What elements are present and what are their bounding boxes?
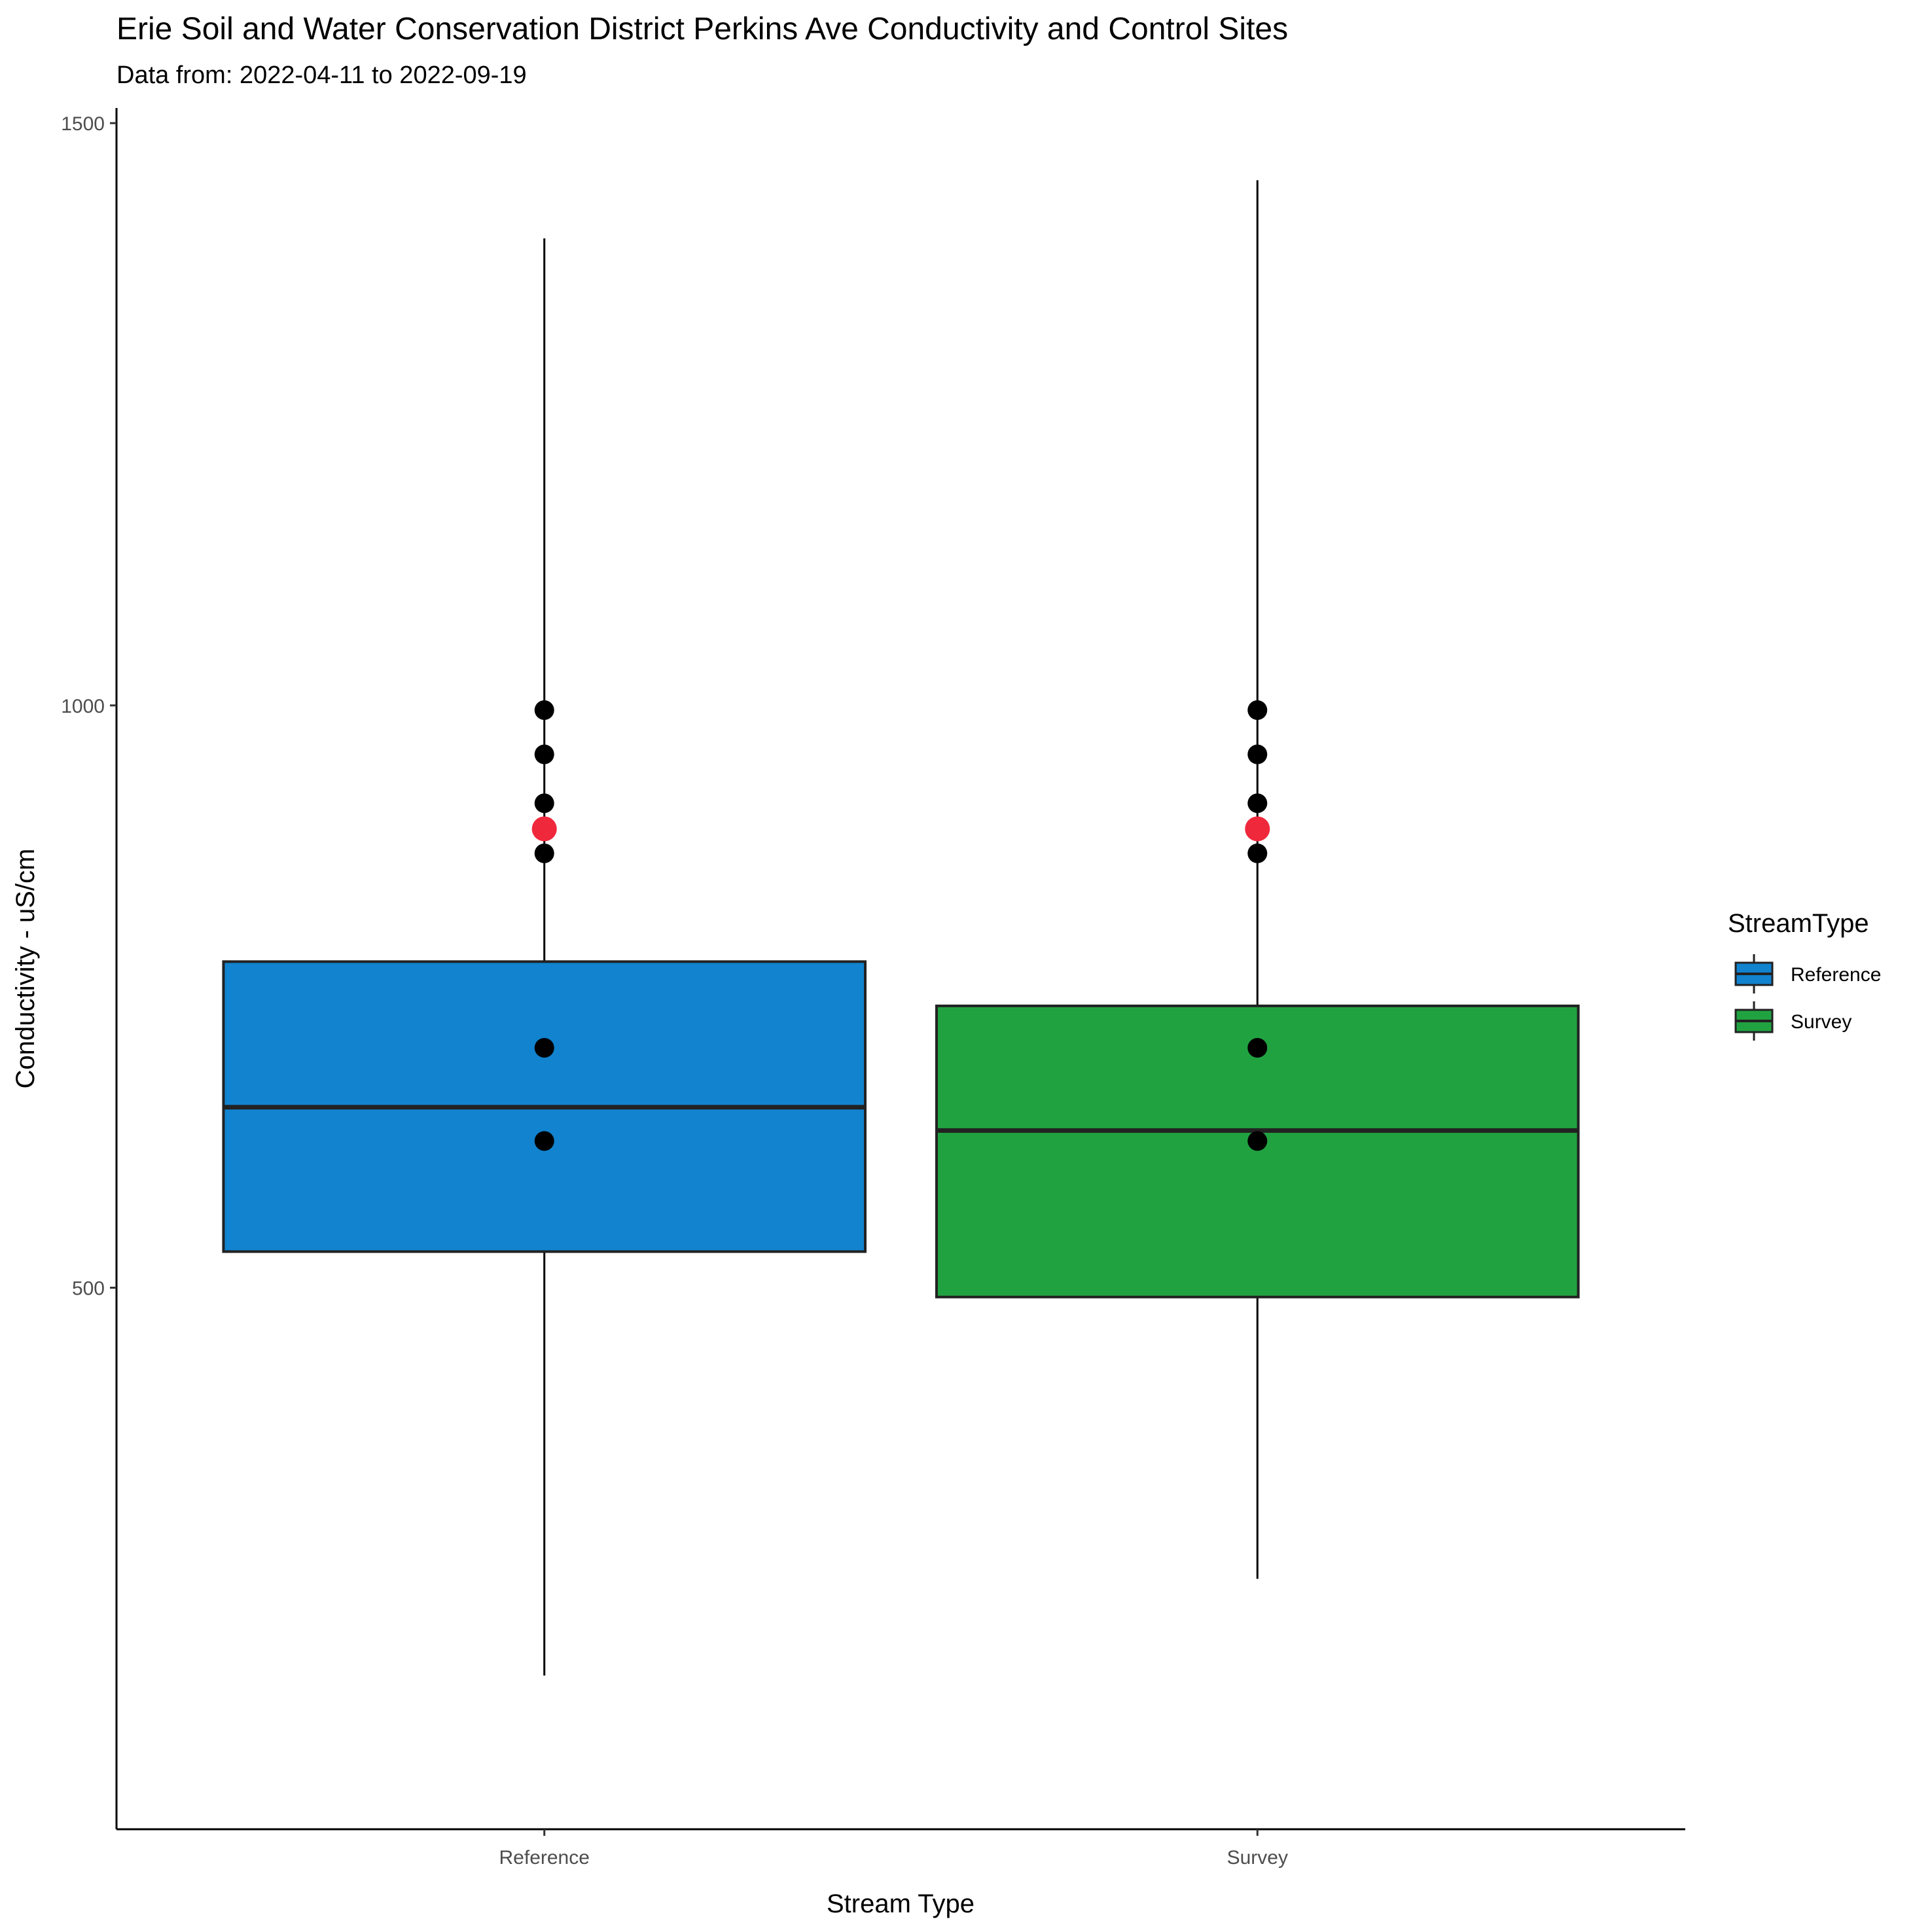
data-point — [534, 744, 554, 764]
box-survey — [935, 180, 1580, 1579]
legend-label: Survey — [1791, 1011, 1851, 1033]
y-tick-label: 500 — [72, 1278, 105, 1300]
y-tick-label: 1500 — [61, 113, 105, 135]
data-point — [1247, 700, 1268, 720]
legend-item-reference: Reference — [1734, 954, 1881, 993]
plot-area — [222, 180, 1580, 1676]
legend: StreamType Reference Survey — [1728, 909, 1881, 1041]
x-axis-ticks: Reference Survey — [499, 1829, 1288, 1869]
data-point — [534, 793, 554, 814]
data-point — [1247, 1038, 1268, 1058]
x-axis-label: Stream Type — [827, 1889, 975, 1918]
highlight-point — [531, 816, 557, 842]
legend-title: StreamType — [1728, 909, 1869, 938]
x-tick-label: Reference — [499, 1847, 590, 1869]
data-point — [1247, 843, 1268, 863]
legend-label: Reference — [1791, 964, 1881, 986]
legend-item-survey: Survey — [1734, 1001, 1851, 1041]
data-point — [534, 843, 554, 863]
data-point — [534, 1131, 554, 1151]
data-point — [1247, 793, 1268, 814]
x-tick-label: Survey — [1227, 1847, 1288, 1869]
y-axis-ticks: 500 1000 1500 — [61, 113, 116, 1300]
box-iqr — [935, 1004, 1580, 1298]
chart-title: Erie Soil and Water Conservation Distric… — [116, 12, 1288, 46]
y-tick-label: 1000 — [61, 696, 105, 717]
box-reference — [222, 238, 867, 1676]
y-axis-label: Conductivity - uS/cm — [11, 849, 40, 1089]
data-point — [1247, 1131, 1268, 1151]
data-point — [534, 1038, 554, 1058]
data-point — [1247, 744, 1268, 764]
data-point — [534, 700, 554, 720]
chart-subtitle: Data from: 2022-04-11 to 2022-09-19 — [116, 62, 527, 89]
highlight-point — [1245, 816, 1270, 842]
